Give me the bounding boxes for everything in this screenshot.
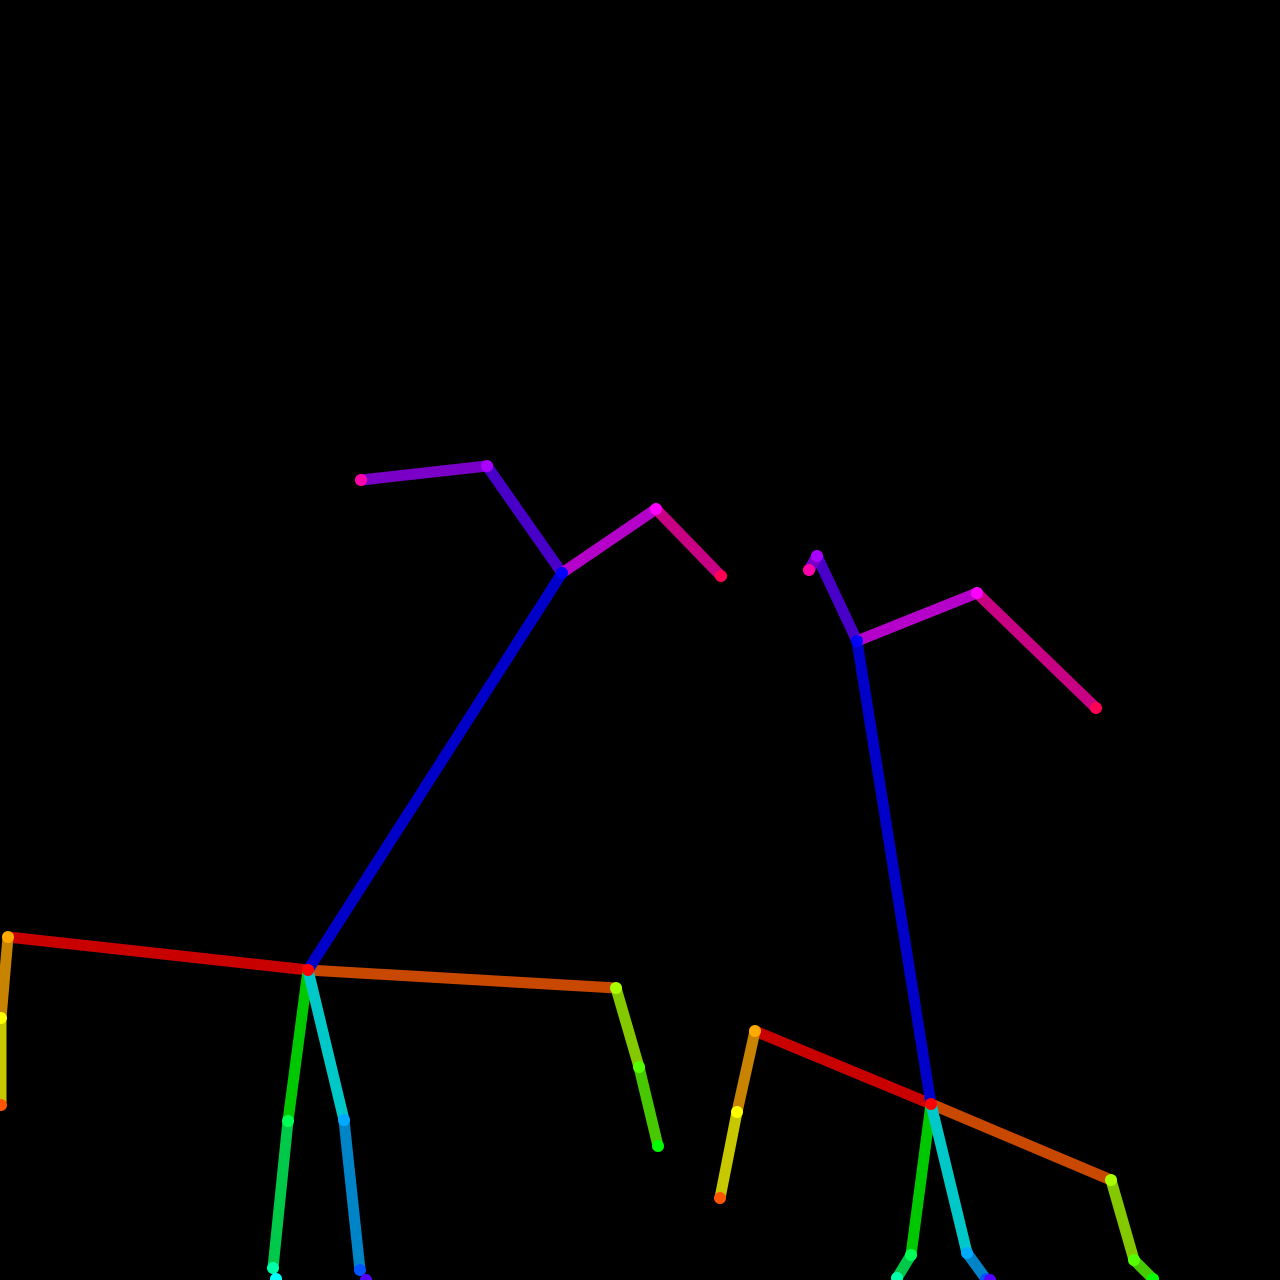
left-ankle-joint — [984, 1274, 996, 1280]
right-hip-joint — [282, 1115, 294, 1127]
left-shoulder-joint — [1105, 1174, 1117, 1186]
nose-joint — [851, 635, 863, 647]
left-knee-joint — [354, 1264, 366, 1276]
neck-to-right-shoulder-limb — [2, 931, 314, 976]
nose-to-right-eye-limb — [481, 460, 568, 579]
right-eye-joint — [481, 460, 493, 472]
left-ear-joint — [715, 570, 727, 582]
nose-to-left-eye-limb — [556, 503, 662, 579]
pose-figure-left — [0, 460, 727, 1280]
nose-to-left-eye-limb — [851, 587, 983, 647]
right-wrist-joint — [0, 1099, 7, 1111]
left-eye-joint — [971, 587, 983, 599]
right-knee-joint — [267, 1262, 279, 1274]
right-hip-joint — [905, 1249, 917, 1261]
left-upper-arm-limb — [610, 982, 645, 1073]
left-thigh-limb — [925, 1098, 973, 1259]
neck-to-nose-limb — [302, 567, 568, 976]
left-shoulder-joint — [610, 982, 622, 994]
left-upper-arm-limb — [1105, 1174, 1140, 1266]
right-upper-arm-limb — [0, 931, 14, 1024]
nose-joint — [556, 567, 568, 579]
pose-figure-right — [714, 550, 1159, 1280]
right-ear-joint — [355, 474, 367, 486]
neck-to-left-shoulder-limb — [925, 1098, 1117, 1186]
right-ear-joint — [803, 564, 815, 576]
left-ear-joint — [1090, 702, 1102, 714]
right-wrist-joint — [714, 1192, 726, 1204]
right-eye-joint — [811, 550, 823, 562]
left-wrist-joint — [652, 1140, 664, 1152]
right-thigh-limb — [905, 1098, 937, 1261]
neck-joint — [925, 1098, 937, 1110]
right-shoulder-joint — [2, 931, 14, 943]
left-elbow-joint — [633, 1061, 645, 1073]
neck-to-left-shoulder-limb — [302, 964, 622, 994]
skeleton-layer — [0, 460, 1159, 1280]
right-upper-arm-limb — [731, 1025, 761, 1118]
right-knee-joint — [891, 1272, 903, 1280]
right-forearm-limb — [714, 1106, 743, 1204]
left-hip-joint — [961, 1247, 973, 1259]
right-shin-limb — [267, 1115, 294, 1274]
right-shoulder-joint — [749, 1025, 761, 1037]
right-ankle-joint — [270, 1273, 282, 1280]
neck-to-nose-limb — [851, 635, 937, 1110]
left-elbow-joint — [1128, 1254, 1140, 1266]
left-eye-joint — [650, 503, 662, 515]
right-eye-to-ear-limb — [355, 460, 493, 486]
right-elbow-joint — [731, 1106, 743, 1118]
left-forearm-limb — [633, 1061, 664, 1152]
left-eye-to-ear-limb — [971, 587, 1102, 714]
right-elbow-joint — [0, 1012, 7, 1024]
left-wrist-joint — [1147, 1273, 1159, 1280]
left-hip-joint — [338, 1114, 350, 1126]
left-eye-to-ear-limb — [650, 503, 727, 582]
right-thigh-limb — [282, 964, 314, 1127]
left-thigh-limb — [302, 964, 350, 1126]
neck-joint — [302, 964, 314, 976]
left-shin-limb — [338, 1114, 366, 1276]
neck-to-right-shoulder-limb — [749, 1025, 937, 1110]
left-ankle-joint — [360, 1274, 372, 1280]
nose-to-right-eye-limb — [811, 550, 863, 647]
